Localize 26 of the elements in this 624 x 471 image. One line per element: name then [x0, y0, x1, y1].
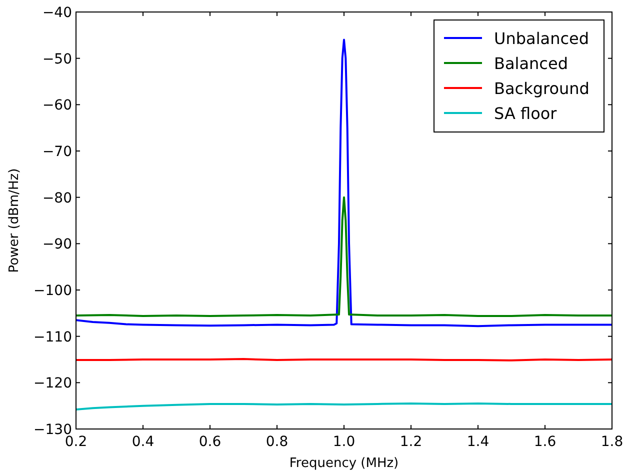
x-tick-label: 1.0 [332, 434, 356, 450]
y-tick-label: −110 [34, 329, 72, 346]
y-tick-label: −80 [42, 190, 72, 206]
y-tick-label: −40 [42, 5, 72, 21]
y-tick-label: −90 [42, 236, 72, 253]
line-series [76, 196, 612, 317]
legend-label: Unbalanced [494, 29, 589, 48]
x-tick-label: 0.2 [64, 434, 88, 450]
x-tick-label: 1.2 [400, 434, 422, 450]
x-tick-label: 1.4 [466, 434, 490, 450]
legend-label: Balanced [494, 54, 568, 73]
y-axis-title: Power (dBm/Hz) [7, 168, 22, 273]
y-tick-label: −50 [42, 51, 72, 68]
y-tick-label: −60 [42, 98, 72, 114]
y-tick-label: −70 [42, 144, 72, 160]
x-axis-title: Frequency (MHz) [289, 456, 399, 471]
x-tick-label: 1.6 [534, 434, 556, 450]
x-tick-label: 0.8 [266, 434, 288, 450]
y-tick-label: −120 [34, 376, 72, 392]
y-tick-label: −100 [34, 283, 72, 299]
legend-label: Background [494, 79, 590, 98]
x-tick-label: 1.8 [600, 434, 624, 450]
legend-label: SA floor [494, 104, 558, 123]
x-tick-label: 0.4 [132, 434, 154, 450]
x-tick-label: 0.6 [198, 434, 222, 450]
line-series [76, 402, 612, 411]
